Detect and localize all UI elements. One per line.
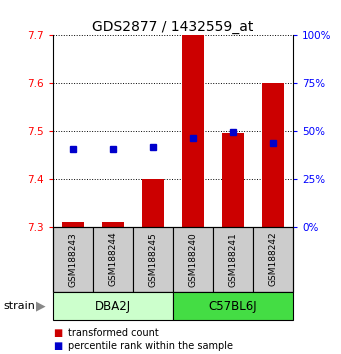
- Bar: [173, 292, 293, 320]
- Bar: [142, 179, 164, 227]
- Text: percentile rank within the sample: percentile rank within the sample: [68, 341, 233, 351]
- Text: ■: ■: [53, 341, 62, 351]
- Text: C57BL6J: C57BL6J: [209, 300, 257, 313]
- Bar: [222, 133, 244, 227]
- Text: GSM188244: GSM188244: [108, 232, 117, 286]
- Bar: [53, 292, 173, 320]
- Bar: [262, 83, 284, 227]
- Text: transformed count: transformed count: [68, 329, 159, 338]
- Bar: [93, 227, 133, 292]
- Text: ■: ■: [53, 329, 62, 338]
- Text: ▶: ▶: [36, 300, 45, 313]
- Bar: [62, 222, 84, 227]
- Text: strain: strain: [3, 301, 35, 311]
- Bar: [253, 227, 293, 292]
- Bar: [173, 227, 213, 292]
- Text: GSM188241: GSM188241: [229, 232, 238, 286]
- Text: GSM188242: GSM188242: [269, 232, 278, 286]
- Bar: [182, 26, 204, 227]
- Text: DBA2J: DBA2J: [95, 300, 131, 313]
- Bar: [53, 227, 93, 292]
- Title: GDS2877 / 1432559_at: GDS2877 / 1432559_at: [92, 21, 254, 34]
- Bar: [133, 227, 173, 292]
- Text: GSM188243: GSM188243: [69, 232, 77, 286]
- Bar: [213, 227, 253, 292]
- Text: GSM188240: GSM188240: [189, 232, 197, 286]
- Text: GSM188245: GSM188245: [149, 232, 158, 286]
- Bar: [102, 222, 124, 227]
